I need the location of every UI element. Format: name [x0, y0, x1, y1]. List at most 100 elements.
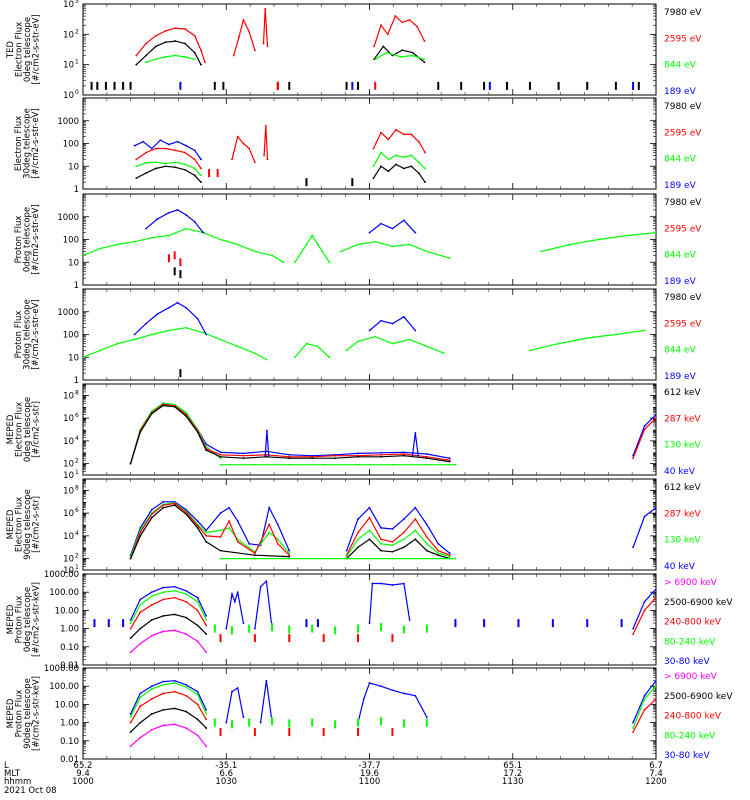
data-point	[205, 534, 208, 537]
data-point	[116, 342, 119, 345]
data-point	[357, 531, 359, 534]
y-axis-label: [#/cm2-s-str]	[32, 401, 42, 458]
data-point	[391, 463, 394, 466]
data-point	[294, 356, 296, 359]
data-point	[150, 688, 153, 690]
y-tick-exponent: 2	[75, 28, 79, 35]
y-tick-label: 10	[63, 532, 74, 542]
data-point	[162, 504, 165, 507]
data-point	[254, 352, 256, 355]
data-point	[205, 333, 208, 336]
data-point	[437, 552, 440, 555]
data-point	[268, 531, 271, 534]
data-point	[193, 51, 196, 54]
data-point	[213, 81, 216, 90]
data-point	[202, 231, 205, 234]
y-axis-label: MEPED	[6, 509, 16, 539]
y-tick-label: 10	[63, 414, 74, 424]
series-line	[373, 15, 426, 47]
data-point	[416, 25, 418, 28]
data-point	[135, 177, 138, 180]
series-line	[130, 613, 207, 639]
data-point	[150, 728, 153, 731]
data-point	[145, 42, 147, 45]
data-point	[394, 128, 397, 131]
data-point	[185, 727, 188, 729]
data-point	[454, 557, 457, 560]
legend-entry: 130 keV	[664, 536, 701, 546]
series-group	[83, 209, 656, 279]
data-point	[614, 81, 617, 90]
x-row-label: L	[4, 761, 9, 771]
data-point	[216, 169, 219, 178]
data-point	[168, 329, 170, 332]
data-point	[345, 555, 348, 558]
data-point	[196, 640, 199, 643]
y-tick-label: 0.10	[60, 643, 79, 653]
series-line	[130, 629, 207, 653]
y-tick-label: 10	[63, 509, 74, 519]
data-point	[236, 591, 239, 594]
data-point	[254, 627, 256, 630]
data-point	[173, 723, 176, 726]
data-point	[236, 345, 239, 348]
data-point	[179, 258, 182, 267]
y-axis-label: Proton Flux	[14, 216, 24, 264]
legend-entry: 40 keV	[664, 562, 696, 572]
data-point	[557, 342, 560, 345]
data-point	[129, 619, 132, 621]
data-point	[655, 417, 656, 420]
data-point	[569, 243, 571, 246]
data-point	[425, 542, 428, 545]
data-point	[265, 580, 268, 583]
series-line	[369, 219, 416, 234]
data-point	[162, 591, 165, 594]
data-point	[264, 7, 267, 10]
y-tick-label: 100.00	[49, 682, 79, 692]
data-point	[402, 582, 405, 585]
data-point	[414, 329, 417, 332]
y-axis-label: 0deg telescope	[23, 207, 33, 272]
data-point	[380, 319, 382, 322]
data-point	[425, 463, 428, 466]
y-tick-label: 10	[63, 486, 74, 496]
data-point	[368, 516, 371, 519]
data-point	[93, 619, 96, 628]
series-line	[346, 529, 450, 558]
data-point	[196, 734, 199, 737]
y-axis-label: MEPED	[6, 604, 16, 634]
data-point	[425, 250, 428, 253]
data-point	[233, 600, 236, 603]
data-point	[150, 698, 153, 700]
data-point	[135, 165, 138, 168]
data-point	[99, 247, 102, 250]
legend-entry: 240-800 keV	[664, 618, 722, 628]
x-tick-label: 6.7	[649, 761, 663, 771]
data-point	[414, 506, 417, 509]
legend-entry: 2595 eV	[664, 224, 702, 234]
series-line	[357, 682, 428, 723]
series-line	[130, 502, 290, 559]
x-tick-label: 7.4	[649, 769, 663, 779]
legend-entry: 612 keV	[664, 483, 701, 493]
data-point	[357, 243, 359, 246]
data-point	[402, 451, 405, 454]
x-tick-label: 1030	[215, 777, 237, 787]
data-point	[219, 455, 222, 458]
y-axis-label: Proton Flux	[15, 596, 25, 644]
data-point	[173, 629, 176, 632]
data-point	[139, 611, 142, 614]
data-point	[357, 718, 360, 727]
series-line	[136, 161, 202, 176]
data-point	[380, 527, 382, 529]
data-point	[408, 619, 411, 621]
data-point	[271, 623, 274, 632]
data-point	[196, 520, 199, 522]
data-point	[173, 267, 176, 276]
data-point	[374, 81, 377, 90]
data-point	[196, 690, 199, 693]
data-point	[288, 455, 291, 458]
data-point	[448, 457, 451, 460]
y-tick-label: 1000	[57, 308, 79, 318]
